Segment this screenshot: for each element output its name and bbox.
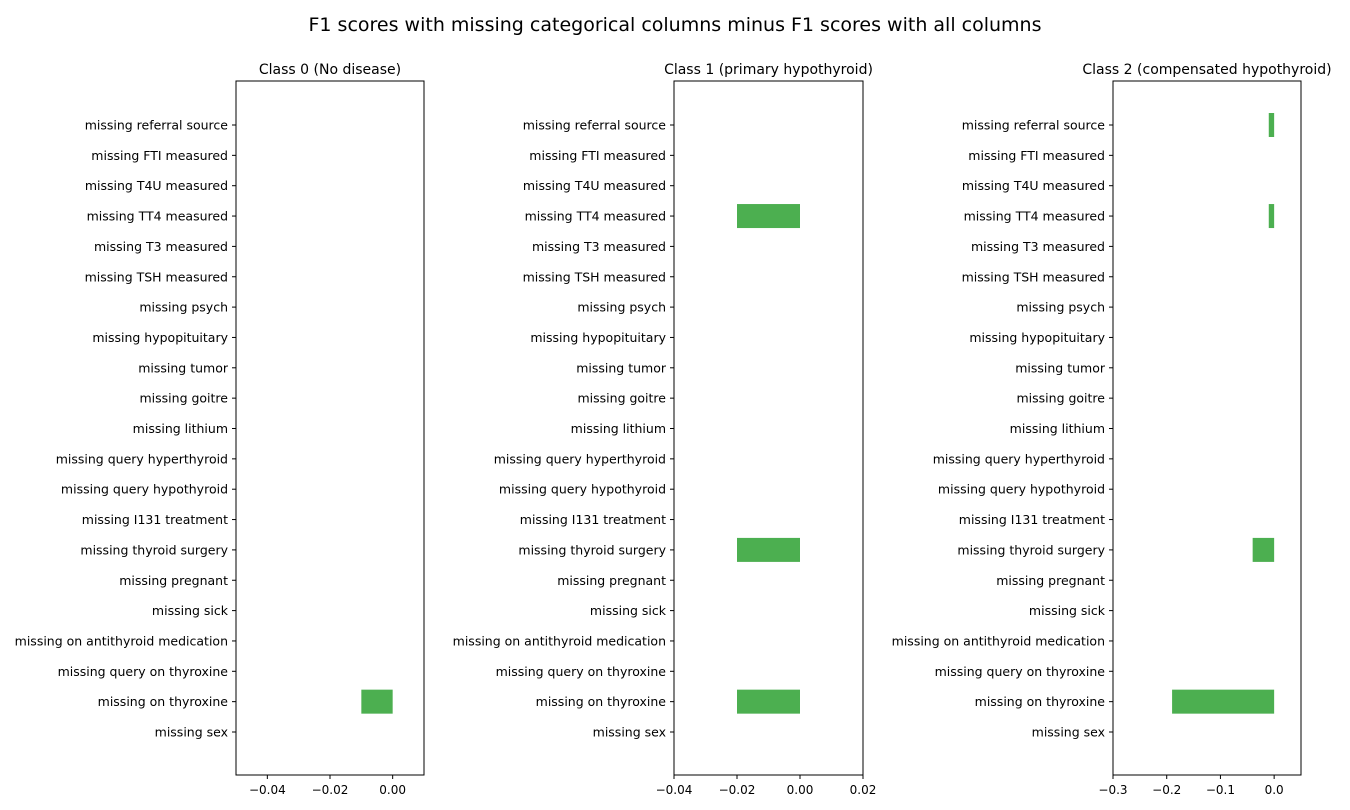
x-tick-label: −0.02: [312, 783, 349, 797]
y-tick-label: missing T3 measured: [94, 239, 228, 254]
bar: [1268, 204, 1275, 229]
x-tick-label: −0.2: [1152, 783, 1181, 797]
subplot-title: Class 1 (primary hypothyroid): [664, 62, 873, 78]
bar: [361, 689, 393, 714]
y-tick-label: missing thyroid surgery: [518, 542, 666, 557]
y-tick-label: missing query hyperthyroid: [56, 451, 228, 466]
y-tick-label: missing psych: [577, 300, 666, 315]
y-tick-label: missing pregnant: [119, 573, 228, 588]
y-tick-label: missing TSH measured: [962, 269, 1105, 284]
y-tick-label: missing goitre: [140, 391, 229, 406]
y-tick-label: missing query on thyroxine: [496, 664, 667, 679]
x-tick-label: −0.02: [719, 783, 756, 797]
subplot-0: Class 0 (No disease) missing sex missing o…: [15, 62, 425, 797]
axes-frame: [1112, 80, 1302, 776]
y-tick-label: missing TT4 measured: [525, 209, 666, 224]
y-tick-label: missing query hyperthyroid: [494, 451, 666, 466]
y-tick-label: missing T4U measured: [85, 178, 228, 193]
y-tick-label: missing on antithyroid medication: [453, 633, 666, 648]
y-tick-label: missing T3 measured: [971, 239, 1105, 254]
y-tick-label: missing lithium: [571, 421, 666, 436]
y-tick-label: missing query on thyroxine: [58, 664, 229, 679]
x-tick-label: 0.00: [379, 783, 406, 797]
y-tick-label: missing query hyperthyroid: [933, 451, 1105, 466]
y-tick-label: missing I131 treatment: [959, 512, 1105, 527]
bar: [737, 537, 800, 562]
x-tick-label: −0.1: [1206, 783, 1235, 797]
subplot-title: Class 0 (No disease): [259, 62, 401, 78]
y-tick-label: missing FTI measured: [91, 148, 228, 163]
y-tick-label: missing sick: [152, 603, 229, 618]
y-tick-label: missing TSH measured: [85, 269, 228, 284]
y-tick-label: missing referral source: [523, 118, 667, 133]
y-tick-label: missing on antithyroid medication: [892, 633, 1105, 648]
x-tick-label: −0.04: [656, 783, 693, 797]
y-tick-label: missing goitre: [1017, 391, 1106, 406]
y-tick-label: missing referral source: [962, 118, 1106, 133]
y-tick-label: missing sex: [593, 725, 666, 740]
subplot-2: Class 2 (compensated hypothyroid) missing…: [892, 62, 1332, 797]
y-tick-label: missing psych: [1016, 300, 1105, 315]
bar: [1172, 689, 1275, 714]
y-tick-label: missing tumor: [138, 360, 229, 375]
y-tick-label: missing FTI measured: [529, 148, 666, 163]
y-tick-label: missing query on thyroxine: [935, 664, 1106, 679]
y-tick-label: missing T3 measured: [532, 239, 666, 254]
y-tick-label: missing FTI measured: [968, 148, 1105, 163]
y-tick-label: missing I131 treatment: [82, 512, 228, 527]
y-tick-label: missing on thyroxine: [975, 694, 1106, 709]
y-tick-label: missing hypopituitary: [969, 330, 1105, 345]
x-tick-label: 0.00: [787, 783, 814, 797]
y-tick-label: missing on thyroxine: [536, 694, 667, 709]
y-tick-label: missing hypopituitary: [92, 330, 228, 345]
bar: [737, 689, 800, 714]
y-tick-label: missing sick: [590, 603, 667, 618]
y-tick-label: missing I131 treatment: [520, 512, 666, 527]
figure-title: F1 scores with missing categorical colum…: [309, 14, 1042, 36]
y-tick-label: missing lithium: [1010, 421, 1105, 436]
subplot-title: Class 2 (compensated hypothyroid): [1082, 62, 1331, 78]
y-tick-label: missing T4U measured: [962, 178, 1105, 193]
bar: [1268, 113, 1275, 137]
y-tick-label: missing sick: [1029, 603, 1106, 618]
axes-frame: [673, 80, 864, 776]
y-tick-label: missing TT4 measured: [964, 209, 1105, 224]
y-tick-label: missing thyroid surgery: [957, 542, 1105, 557]
y-tick-label: missing query hypothyroid: [499, 482, 666, 497]
x-tick-label: 0.0: [1265, 783, 1284, 797]
y-tick-label: missing TT4 measured: [87, 209, 228, 224]
y-tick-label: missing hypopituitary: [530, 330, 666, 345]
y-tick-label: missing query hypothyroid: [938, 482, 1105, 497]
y-tick-label: missing query hypothyroid: [61, 482, 228, 497]
y-tick-label: missing referral source: [85, 118, 229, 133]
subplot-1: Class 1 (primary hypothyroid) missing sex…: [453, 62, 877, 797]
y-tick-label: missing TSH measured: [523, 269, 666, 284]
bar: [1252, 537, 1275, 562]
y-tick-label: missing pregnant: [557, 573, 666, 588]
axes-frame: [235, 80, 425, 776]
x-tick-label: −0.04: [249, 783, 286, 797]
bar: [737, 204, 800, 229]
y-tick-label: missing pregnant: [996, 573, 1105, 588]
y-tick-label: missing psych: [139, 300, 228, 315]
y-tick-label: missing thyroid surgery: [80, 542, 228, 557]
y-tick-label: missing sex: [155, 725, 228, 740]
y-tick-label: missing tumor: [1015, 360, 1106, 375]
y-tick-label: missing sex: [1032, 725, 1105, 740]
y-tick-label: missing goitre: [578, 391, 667, 406]
y-tick-label: missing lithium: [133, 421, 228, 436]
y-tick-label: missing tumor: [576, 360, 667, 375]
x-tick-label: 0.02: [850, 783, 877, 797]
y-tick-label: missing T4U measured: [523, 178, 666, 193]
y-tick-label: missing on antithyroid medication: [15, 633, 228, 648]
x-tick-label: −0.3: [1098, 783, 1127, 797]
y-tick-label: missing on thyroxine: [98, 694, 229, 709]
